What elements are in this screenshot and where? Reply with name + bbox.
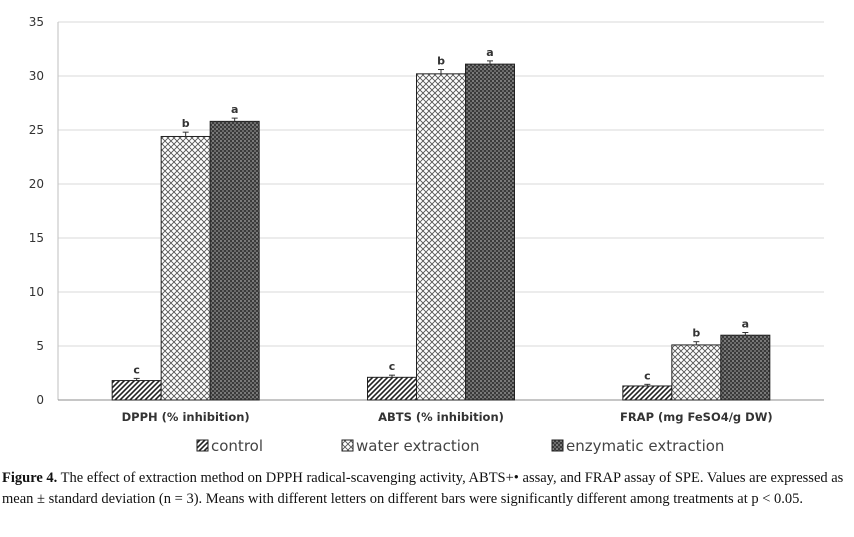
y-tick-label: 15	[29, 231, 44, 245]
legend: control water extraction enzymatic extract…	[196, 437, 724, 455]
chart: 0 5 10 15 20 25 30 35 c b a DPPH (% inhibition) c b a A…	[29, 15, 824, 455]
bar	[209, 120, 260, 401]
bar	[671, 344, 722, 401]
bar	[622, 385, 673, 401]
bar	[111, 380, 162, 401]
significance-letter: b	[692, 327, 700, 340]
x-category-label: DPPH (% inhibition)	[122, 410, 250, 424]
significance-letter: c	[389, 360, 396, 373]
legend-swatch	[551, 439, 564, 452]
y-tick-label: 30	[29, 69, 44, 83]
significance-letter: a	[742, 318, 749, 331]
significance-letter: a	[231, 103, 238, 116]
figure-caption: Figure 4. The effect of extraction metho…	[2, 468, 850, 510]
bar	[367, 376, 417, 401]
significance-letter: c	[644, 369, 651, 382]
y-tick-label: 5	[36, 339, 44, 353]
caption-label: Figure 4.	[2, 470, 58, 486]
bar	[416, 73, 466, 401]
x-category-label: ABTS (% inhibition)	[378, 410, 504, 424]
significance-letter: b	[182, 117, 190, 130]
bars	[111, 60, 771, 401]
y-tick-label: 10	[29, 285, 44, 299]
significance-letter: b	[437, 55, 445, 68]
y-tick-label: 0	[36, 393, 44, 407]
labels: 0 5 10 15 20 25 30 35 c b a DPPH (% inhibition) c b a A…	[29, 15, 773, 424]
caption-text: The effect of extraction method on DPPH …	[2, 470, 844, 507]
legend-swatch	[196, 439, 209, 452]
legend-label: enzymatic extraction	[566, 437, 724, 455]
legend-label: control	[211, 437, 263, 455]
bar	[720, 334, 771, 401]
y-tick-label: 35	[29, 15, 44, 29]
legend-swatch	[341, 439, 354, 452]
y-tick-label: 25	[29, 123, 44, 137]
significance-letter: a	[486, 46, 493, 59]
x-category-label: FRAP (mg FeSO4/g DW)	[620, 410, 773, 424]
significance-letter: c	[133, 363, 140, 376]
legend-label: water extraction	[356, 437, 480, 455]
bar	[465, 63, 515, 401]
y-tick-label: 20	[29, 177, 44, 191]
bar	[160, 135, 211, 401]
